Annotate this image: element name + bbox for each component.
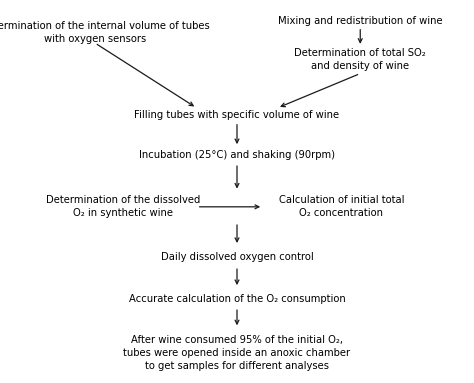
Text: Daily dissolved oxygen control: Daily dissolved oxygen control <box>161 252 313 262</box>
Text: Accurate calculation of the O₂ consumption: Accurate calculation of the O₂ consumpti… <box>128 294 346 304</box>
Text: Incubation (25°C) and shaking (90rpm): Incubation (25°C) and shaking (90rpm) <box>139 150 335 160</box>
Text: Determination of the internal volume of tubes
with oxygen sensors: Determination of the internal volume of … <box>0 21 210 44</box>
Text: Determination of total SO₂
and density of wine: Determination of total SO₂ and density o… <box>294 48 426 71</box>
Text: After wine consumed 95% of the initial O₂,
tubes were opened inside an anoxic ch: After wine consumed 95% of the initial O… <box>123 335 351 372</box>
Text: Calculation of initial total
O₂ concentration: Calculation of initial total O₂ concentr… <box>279 195 404 218</box>
Text: Mixing and redistribution of wine: Mixing and redistribution of wine <box>278 16 443 26</box>
Text: Filling tubes with specific volume of wine: Filling tubes with specific volume of wi… <box>135 110 339 120</box>
Text: Determination of the dissolved
O₂ in synthetic wine: Determination of the dissolved O₂ in syn… <box>46 195 201 218</box>
